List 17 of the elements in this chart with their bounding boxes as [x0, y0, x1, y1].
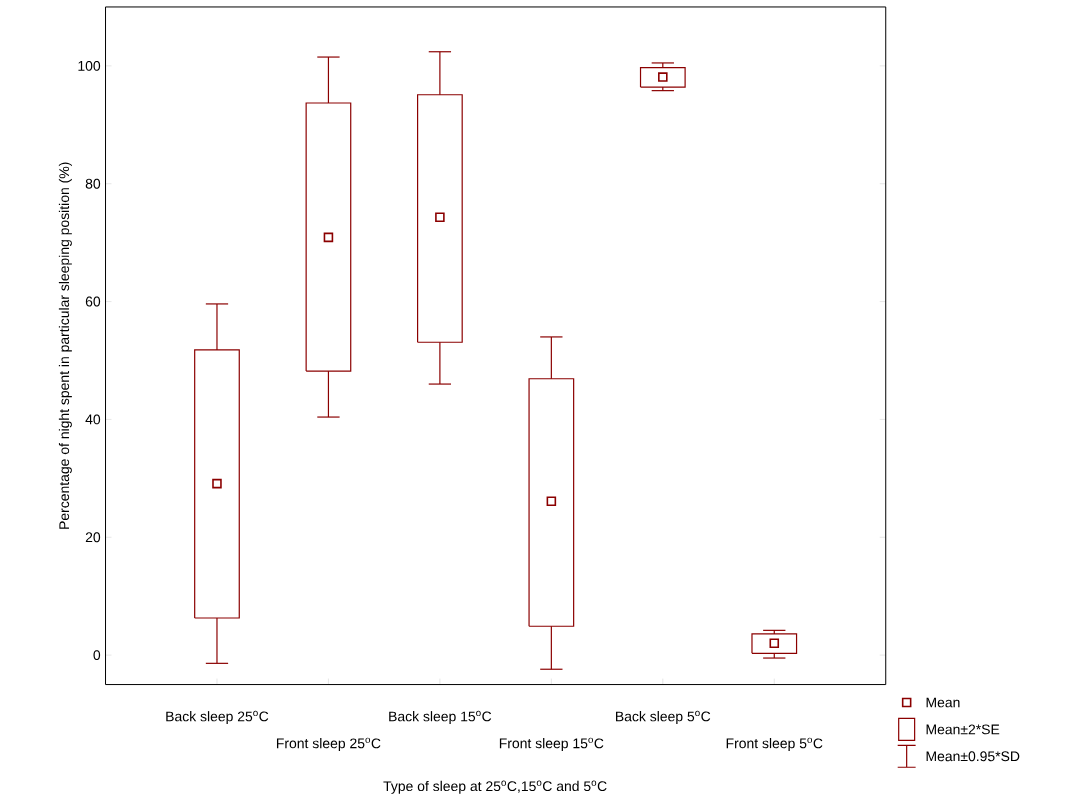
y-tick-label: 80 [85, 178, 101, 189]
y-tick-label: 60 [85, 296, 101, 307]
x-tick-label: Back sleep 5$^{o}$C [616, 710, 711, 725]
x-tick-label: Front sleep 25$^{o}$C [276, 737, 381, 751]
text: Mean±0.95*SD [926, 751, 1020, 762]
y-tick-label: 40 [85, 414, 101, 425]
x-tick-label: Back sleep 25$^{o}$C [166, 710, 269, 725]
y-axis-title: Percentage of night spent in particular sleeping position (%) [58, 162, 72, 529]
x-tick-label: Front sleep 15$^{o}$C [499, 737, 604, 751]
x-axis-title: Type of sleep at 25$^{o}$C,15$^{o}$C and 5$^{o}$C [383, 780, 607, 794]
text: Mean [926, 697, 960, 708]
x-tick-label: Front sleep 5$^{o}$C [726, 737, 823, 751]
text: Mean±2*SE [926, 724, 1000, 735]
y-tick-label: 20 [85, 532, 101, 543]
x-tick-label: Back sleep 15$^{o}$C [389, 710, 492, 725]
y-tick-label: 0 [93, 650, 101, 660]
y-tick-label: 100 [78, 60, 101, 71]
